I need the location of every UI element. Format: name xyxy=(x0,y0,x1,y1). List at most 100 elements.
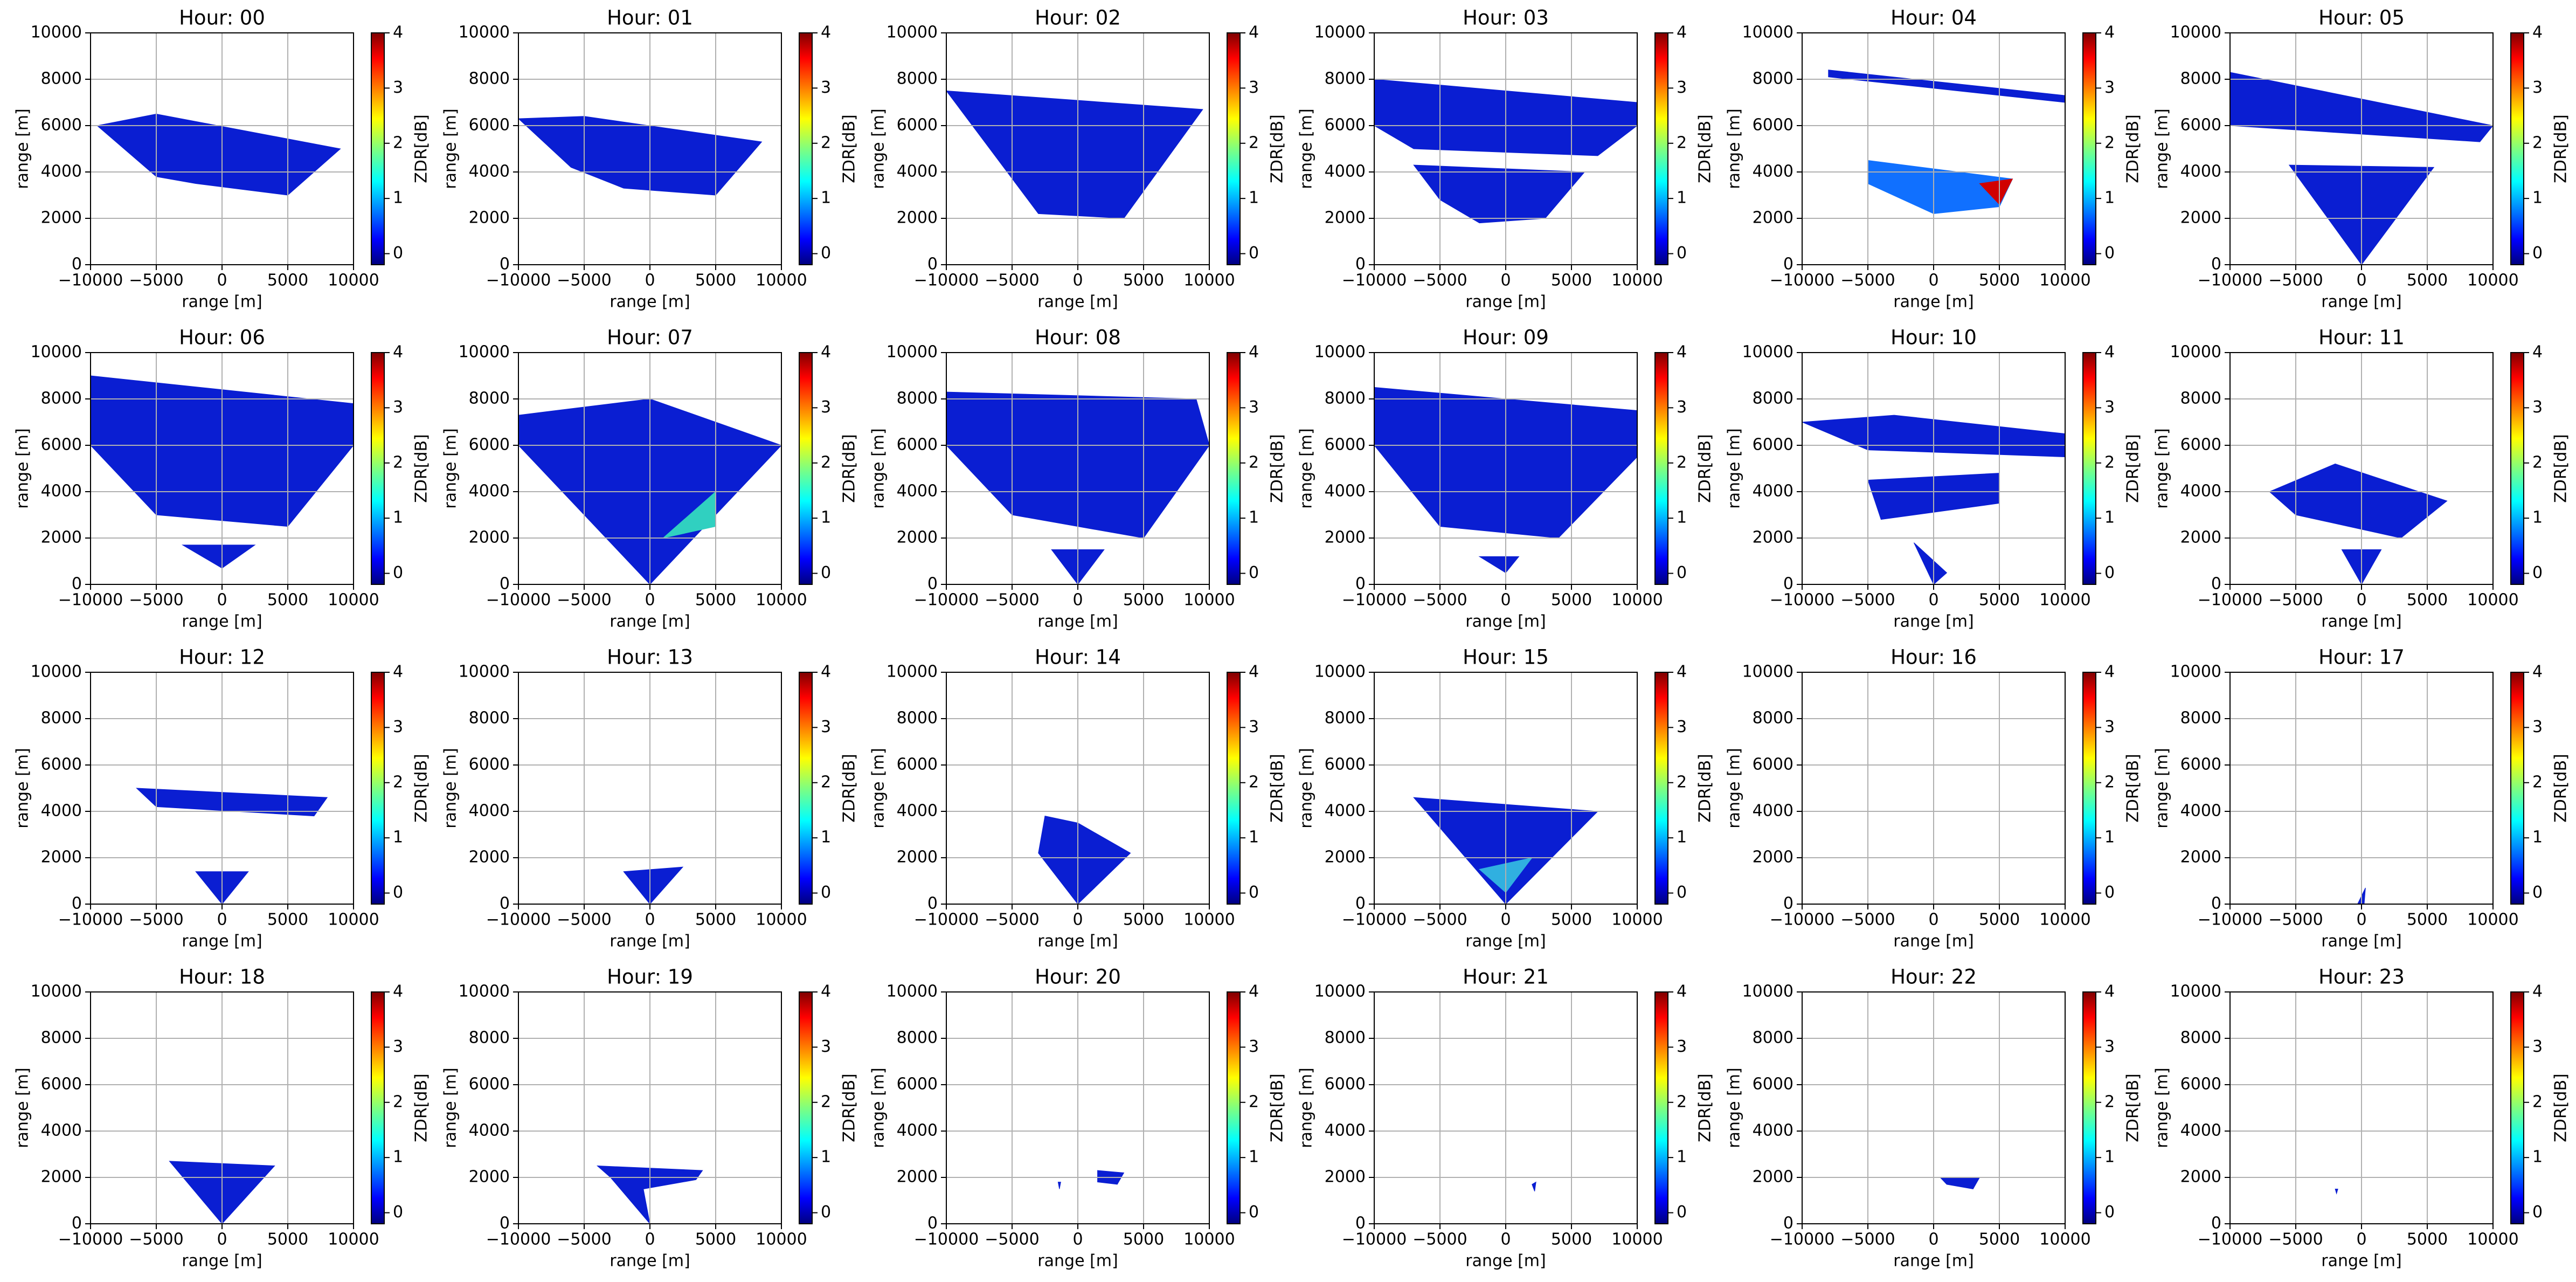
y-tick-label: 10000 xyxy=(2170,663,2221,681)
x-tick-label: 5000 xyxy=(2407,911,2448,929)
y-tick-label: 10000 xyxy=(887,343,938,362)
y-axis-label: range [m] xyxy=(13,1067,32,1148)
y-tick-label: 6000 xyxy=(469,116,510,135)
x-tick-label: −5000 xyxy=(1840,591,1895,610)
x-tick-label: 0 xyxy=(1072,591,1083,610)
colorbar-tick-label: 2 xyxy=(1249,453,1259,472)
y-tick-label: 10000 xyxy=(1314,663,1366,681)
x-tick-label: −10000 xyxy=(58,911,123,929)
echo-layer xyxy=(1038,816,1131,904)
x-tick-label: −10000 xyxy=(1770,591,1835,610)
axes-frame xyxy=(90,672,354,905)
colorbar-tick-label: 3 xyxy=(821,398,831,417)
axes-frame xyxy=(1802,352,2066,585)
axes-frame xyxy=(518,672,782,905)
y-tick-label: 0 xyxy=(1355,894,1366,913)
y-tick-label: 6000 xyxy=(1325,755,1366,774)
echo-layer xyxy=(623,866,684,904)
colorbar-tick-label: 2 xyxy=(2104,133,2115,152)
panel: −10000 −5000 0 5000 100000200040006000800010… xyxy=(1725,966,2143,1271)
x-tick-label: 0 xyxy=(645,271,655,290)
colorbar-tick-label: 0 xyxy=(1249,563,1259,582)
colorbar-label: ZDR[dB] xyxy=(2124,114,2143,183)
x-tick-label: −10000 xyxy=(486,591,551,610)
colorbar-tick-label: 1 xyxy=(2104,828,2115,847)
x-tick-label: 10000 xyxy=(2467,271,2518,290)
y-tick-label: 8000 xyxy=(897,1029,938,1047)
panel-title: Hour: 11 xyxy=(2318,326,2405,349)
panel: −10000 −5000 0 5000 100000200040006000800010… xyxy=(2153,6,2571,312)
x-tick-label: −5000 xyxy=(985,911,1039,929)
echo-region xyxy=(1413,164,1585,224)
x-tick-label: 5000 xyxy=(695,911,736,929)
colorbar-tick-label: 3 xyxy=(1249,1037,1259,1056)
colorbar-tick-label: 2 xyxy=(1677,133,1687,152)
colorbar-tick-label: 3 xyxy=(821,1037,831,1056)
x-tick-label: 5000 xyxy=(2407,591,2448,610)
y-tick-label: 8000 xyxy=(469,389,510,408)
panel: −10000 −5000 0 5000 100000200040006000800010… xyxy=(1297,326,1715,631)
x-axis-label: range [m] xyxy=(1893,1252,1973,1271)
colorbar-label: ZDR[dB] xyxy=(1696,434,1715,503)
colorbar xyxy=(1654,32,1668,265)
y-tick-label: 10000 xyxy=(459,663,510,681)
colorbar-tick-label: 3 xyxy=(2532,398,2543,417)
y-tick-label: 2000 xyxy=(1325,209,1366,228)
colorbar-tick-label: 0 xyxy=(2532,563,2543,582)
x-tick-label: −10000 xyxy=(1770,911,1835,929)
x-tick-label: 5000 xyxy=(1979,271,2020,290)
colorbar-tick-label: 2 xyxy=(821,1092,831,1111)
x-tick-label: 0 xyxy=(1500,911,1511,929)
y-tick-label: 4000 xyxy=(469,1121,510,1140)
x-axis-label: range [m] xyxy=(2321,612,2401,631)
y-tick-label: 8000 xyxy=(1753,1029,1793,1047)
colorbar-tick-label: 4 xyxy=(2104,663,2115,681)
y-tick-label: 2000 xyxy=(469,209,510,228)
colorbar xyxy=(2082,352,2096,585)
colorbar xyxy=(799,352,813,585)
axes-frame xyxy=(1374,352,1638,585)
x-axis-label: range [m] xyxy=(2321,293,2401,312)
colorbar-tick-label: 2 xyxy=(821,133,831,152)
panel: −10000 −5000 0 5000 100000200040006000800010… xyxy=(1297,646,1715,951)
axes-frame xyxy=(946,32,1210,265)
x-tick-label: 10000 xyxy=(328,1230,379,1249)
x-tick-label: 5000 xyxy=(1551,591,1592,610)
y-tick-label: 4000 xyxy=(41,162,82,181)
panel: −10000 −5000 0 5000 100000200040006000800010… xyxy=(441,6,859,312)
colorbar-tick-label: 2 xyxy=(1677,453,1687,472)
x-tick-label: 5000 xyxy=(267,911,308,929)
y-axis-label: range [m] xyxy=(13,428,32,508)
x-tick-label: 10000 xyxy=(756,911,807,929)
y-tick-label: 6000 xyxy=(2180,116,2221,135)
x-tick-label: 10000 xyxy=(1183,911,1235,929)
panel-title: Hour: 16 xyxy=(1891,646,1977,669)
colorbar-tick-label: 2 xyxy=(1249,1092,1259,1111)
y-axis-label: range [m] xyxy=(869,108,888,189)
panel: −10000 −5000 0 5000 100000200040006000800010… xyxy=(1297,6,1715,312)
axes-frame xyxy=(1802,32,2066,265)
y-tick-label: 10000 xyxy=(1742,982,1793,1001)
echo-region xyxy=(1478,556,1520,574)
y-tick-label: 6000 xyxy=(1753,436,1793,454)
echo-region xyxy=(1057,1182,1061,1189)
x-tick-label: −10000 xyxy=(914,271,979,290)
panel-title: Hour: 06 xyxy=(179,326,265,349)
axes-frame xyxy=(518,352,782,585)
echo-region xyxy=(2269,463,2448,539)
colorbar-tick-label: 4 xyxy=(2532,343,2543,362)
y-tick-label: 6000 xyxy=(897,436,938,454)
y-tick-label: 2000 xyxy=(897,209,938,228)
y-axis-label: range [m] xyxy=(869,428,888,508)
colorbar-tick-label: 3 xyxy=(2104,398,2115,417)
x-tick-label: −5000 xyxy=(557,911,611,929)
colorbar-tick-label: 0 xyxy=(1249,883,1259,902)
x-tick-label: 0 xyxy=(1500,591,1511,610)
colorbar-tick-label: 1 xyxy=(2532,1148,2543,1167)
axes-frame xyxy=(2229,352,2494,585)
panel-title: Hour: 08 xyxy=(1035,326,1121,349)
y-axis-label: range [m] xyxy=(869,748,888,828)
x-tick-label: −5000 xyxy=(1412,1230,1467,1249)
y-tick-label: 0 xyxy=(72,255,82,274)
y-tick-label: 4000 xyxy=(897,482,938,501)
